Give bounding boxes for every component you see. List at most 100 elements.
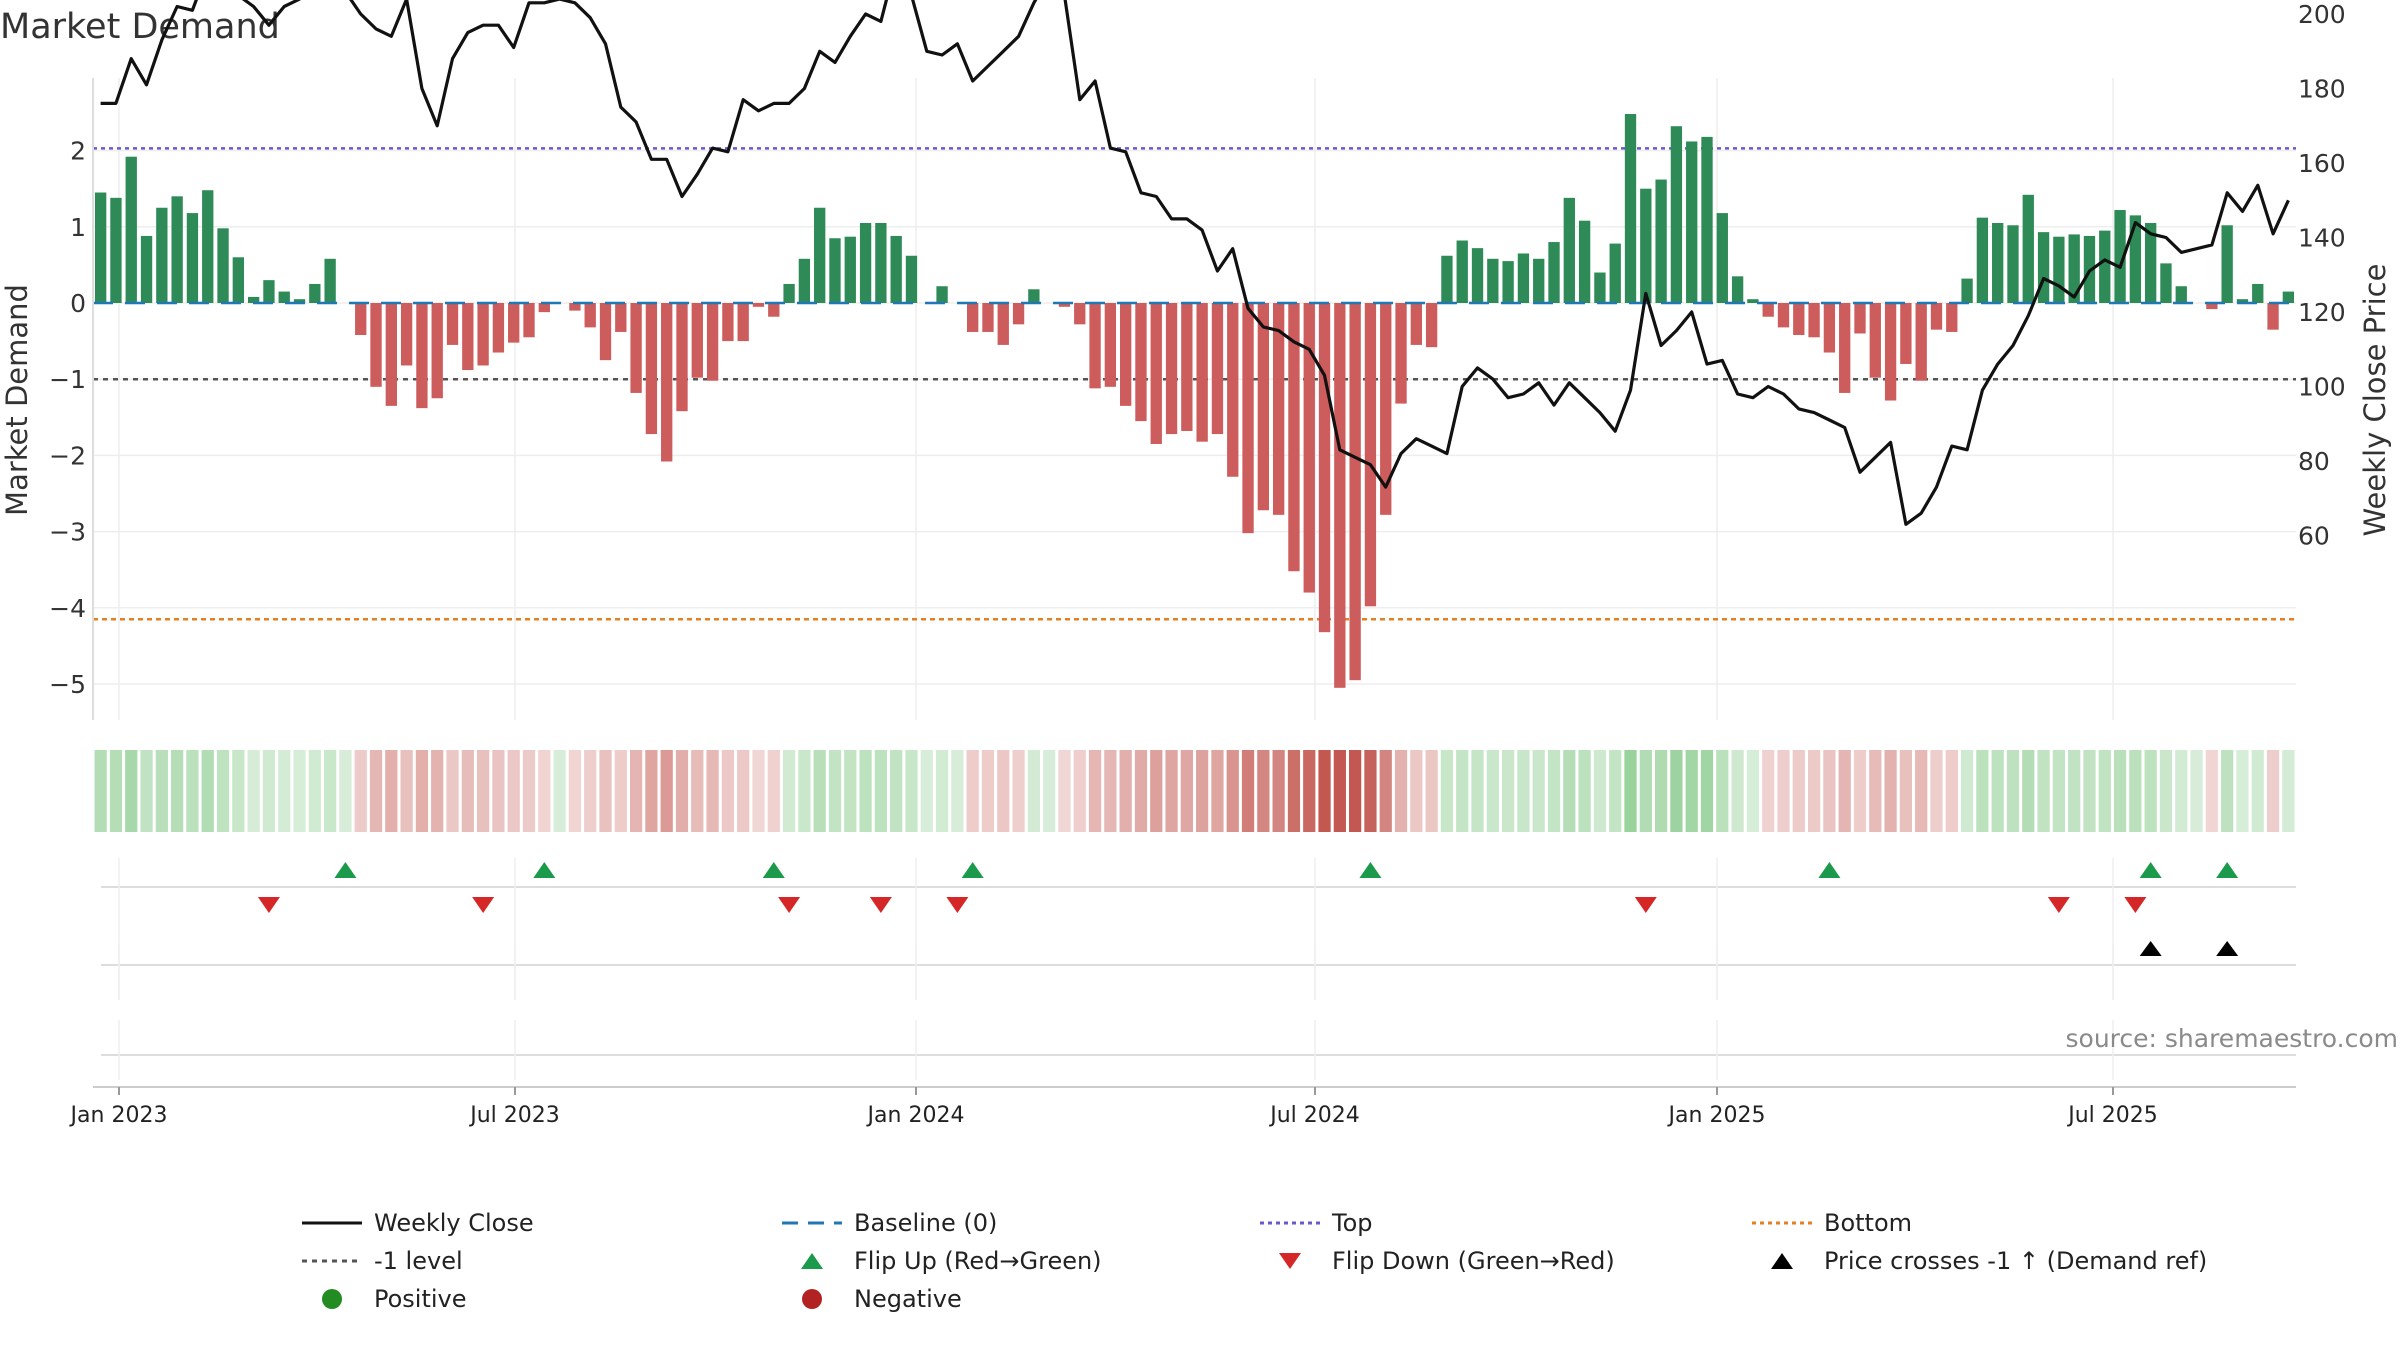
heat-strip-cell xyxy=(1134,750,1148,832)
flip-up-marker xyxy=(533,862,556,878)
heat-strip-cell xyxy=(2221,750,2234,832)
right-tick-label: 180 xyxy=(2298,75,2346,104)
heat-strip-cell xyxy=(1670,750,1683,832)
heat-strip-cell xyxy=(2113,750,2127,832)
flip-marker-strips xyxy=(101,858,2296,1080)
heat-strip-cell xyxy=(262,750,276,832)
positive-demand-bar xyxy=(293,299,306,303)
heat-strip-cell xyxy=(2006,750,2020,832)
positive-demand-bar xyxy=(2037,232,2050,303)
negative-demand-bar xyxy=(1823,303,1836,353)
positive-demand-bar xyxy=(1716,213,1728,303)
negative-demand-bar xyxy=(676,303,688,412)
negative-demand-bar xyxy=(1946,303,1958,332)
positive-demand-bar xyxy=(890,235,902,303)
heat-strip-cell xyxy=(1884,750,1897,832)
right-tick-label: 140 xyxy=(2298,224,2346,253)
legend-item-bottom: Bottom xyxy=(1750,1206,1912,1240)
positive-demand-bar xyxy=(1670,126,1683,303)
positive-demand-bar xyxy=(1731,276,1744,303)
negative-demand-bar xyxy=(1854,303,1866,334)
heat-strip-cell xyxy=(431,750,444,832)
left-tick-label: −5 xyxy=(49,670,86,699)
positive-demand-bar xyxy=(905,255,918,303)
positive-demand-bar xyxy=(1441,255,1453,303)
positive-demand-bar xyxy=(2053,236,2065,303)
negative-demand-bar xyxy=(1196,303,1208,442)
heat-strip-cell xyxy=(1823,750,1836,832)
heat-strip-cell xyxy=(446,750,459,832)
heat-strip-cell xyxy=(1287,750,1301,832)
legend-item-flip-down: Flip Down (Green→Red) xyxy=(1258,1244,1615,1278)
negative-demand-bar xyxy=(1884,303,1897,401)
heat-strip-cell xyxy=(568,750,582,832)
legend-item-negative: Negative xyxy=(780,1282,962,1316)
negative-demand-bar xyxy=(1839,303,1851,393)
positive-demand-bar xyxy=(2022,194,2034,303)
weekly-close-line-group xyxy=(100,0,2290,526)
legend-label: Top xyxy=(1332,1209,1373,1237)
negative-demand-bar xyxy=(1104,303,1117,387)
negative-demand-bar xyxy=(1318,303,1331,633)
heat-strip-cell xyxy=(1196,750,1209,832)
negative-demand-bar xyxy=(1211,303,1224,435)
negative-demand-bar xyxy=(462,303,474,371)
heat-strip-cell xyxy=(140,750,153,832)
positive-demand-bar xyxy=(1487,258,1499,303)
heat-strip-cell xyxy=(1486,750,1499,832)
flip-down-marker xyxy=(946,897,969,913)
heat-strip-cell xyxy=(2052,750,2065,832)
positive-demand-bar xyxy=(324,258,336,303)
positive-demand-bar xyxy=(2175,286,2187,303)
heat-strip-cell xyxy=(645,750,658,832)
positive-demand-bar xyxy=(1533,258,1545,303)
heat-strip-cell xyxy=(476,750,490,832)
heat-strip-cell xyxy=(522,750,536,832)
heat-strip-cell xyxy=(354,750,367,832)
legend-label: Positive xyxy=(374,1285,467,1313)
positive-demand-bar xyxy=(1456,240,1468,303)
heat-strip-cell xyxy=(2175,750,2188,832)
heat-strip-cell xyxy=(1394,750,1408,832)
negative-demand-bar xyxy=(355,303,367,336)
heat-strip-cell xyxy=(1058,750,1071,832)
negative-demand-bar xyxy=(1119,303,1132,406)
negative-demand-bar xyxy=(722,303,734,342)
demand-heat-strip xyxy=(94,750,2295,832)
heat-strip-cell xyxy=(461,750,474,832)
flip-down-marker xyxy=(2124,897,2147,913)
heat-strip-cell xyxy=(216,750,230,832)
positive-demand-bar xyxy=(125,156,137,303)
heat-strip-cell xyxy=(2068,750,2081,832)
heat-strip-cell xyxy=(1838,750,1851,832)
heat-strip-cell xyxy=(2190,750,2203,832)
heat-strip-cell xyxy=(737,750,750,832)
legend-swatch-icon xyxy=(1752,1221,1812,1225)
negative-demand-bar xyxy=(967,303,979,332)
negative-demand-bar xyxy=(2267,303,2279,330)
negative-demand-bar xyxy=(615,303,627,332)
heat-strip-cell xyxy=(400,750,413,832)
negative-demand-bar xyxy=(1303,303,1315,593)
right-tick-label: 60 xyxy=(2298,522,2330,551)
legend-swatch-icon xyxy=(1279,1253,1301,1269)
heat-strip-cell xyxy=(1088,750,1102,832)
legend-swatch-icon xyxy=(782,1221,842,1225)
heat-strip-cell xyxy=(1945,750,1958,832)
x-tick-label: Jan 2025 xyxy=(1667,1103,1766,1128)
heat-strip-cell xyxy=(981,750,995,832)
axes: 210−1−2−3−4−52202001801601401201008060Ma… xyxy=(0,0,2392,1128)
negative-demand-bar xyxy=(370,303,382,387)
heat-strip-cell xyxy=(1731,750,1744,832)
heat-strip-cell xyxy=(1379,750,1392,832)
heat-strip-cell xyxy=(614,750,627,832)
positive-demand-bar xyxy=(2129,215,2142,303)
negative-demand-bar xyxy=(1165,303,1178,435)
positive-demand-bar xyxy=(798,258,811,303)
heat-strip-cell xyxy=(2266,750,2280,832)
heat-strip-cell xyxy=(1547,750,1561,832)
heat-strip-cell xyxy=(1119,750,1132,832)
positive-demand-bar xyxy=(232,257,244,303)
positive-demand-bar xyxy=(1640,188,1652,303)
right-tick-label: 120 xyxy=(2298,298,2346,327)
